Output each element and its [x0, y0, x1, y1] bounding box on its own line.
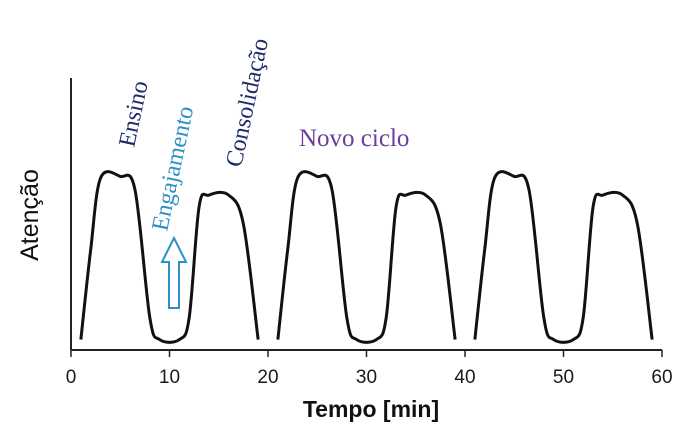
attention-cycle-line [79, 170, 260, 344]
x-ticks: 0 10 20 30 40 50 60 [66, 350, 673, 388]
attention-curve [79, 170, 654, 344]
x-axis-title: Tempo [min] [303, 396, 439, 422]
x-tick-label: 30 [356, 367, 377, 388]
annotation-consolidacao: Consolidação [221, 36, 274, 169]
up-arrow-icon [160, 235, 188, 309]
attention-cycle-line [473, 170, 654, 344]
x-tick-label: 0 [66, 367, 77, 388]
x-tick-label: 40 [454, 367, 475, 388]
attention-cycle-line [276, 170, 457, 344]
y-axis-title: Atenção [16, 169, 44, 261]
annotation-engajamento: Engajamento [147, 104, 199, 233]
x-tick-label: 60 [651, 367, 672, 388]
annotation-novo-ciclo: Novo ciclo [299, 125, 409, 152]
x-tick-label: 20 [257, 367, 278, 388]
annotation-ensino: Ensino [114, 79, 153, 150]
x-tick-label: 10 [159, 367, 180, 388]
x-tick-label: 50 [553, 367, 574, 388]
